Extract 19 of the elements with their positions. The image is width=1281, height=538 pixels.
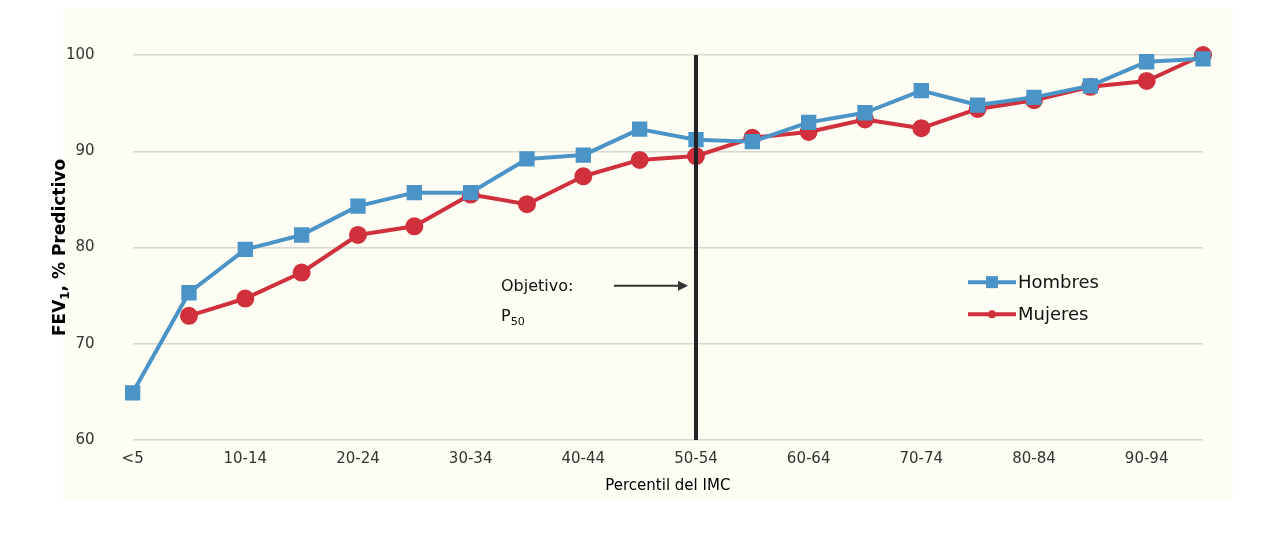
y-tick-label: 90 (75, 141, 95, 160)
y-axis-title: FEV1, % Predictivo (48, 158, 72, 337)
x-tick-label: 10-14 (223, 448, 268, 467)
x-tick-label: 70-74 (899, 448, 944, 467)
x-tick-label: 20-24 (336, 448, 380, 467)
y-tick-label: 70 (75, 333, 95, 352)
x-tick-label: 60-64 (786, 448, 831, 467)
x-tick-label: 30-34 (448, 448, 493, 467)
x-tick-label: <5 (121, 448, 144, 467)
x-tick-label: 90-94 (1124, 448, 1169, 467)
x-axis-title: Percentil del IMC (605, 476, 731, 494)
y-tick-label: 80 (75, 237, 95, 256)
y-tick-label: 60 (75, 429, 95, 448)
legend-label: Mujeres (1018, 303, 1089, 325)
y-tick-label: 100 (65, 44, 95, 63)
x-tick-label: 40-44 (561, 448, 606, 467)
x-tick-label: 50-54 (674, 448, 718, 467)
x-tick-label: 80-84 (1012, 448, 1056, 467)
legend-label: Hombres (1018, 271, 1099, 293)
